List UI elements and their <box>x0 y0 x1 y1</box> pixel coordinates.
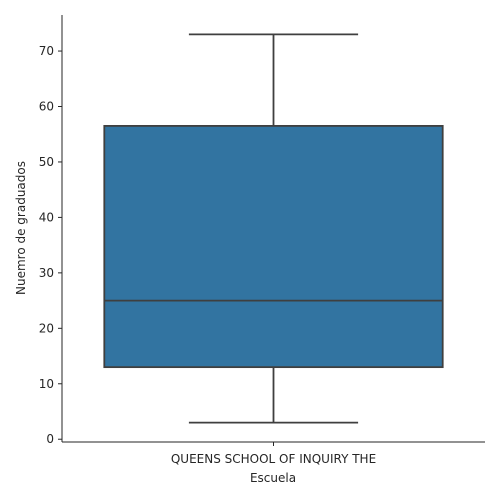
box-marks <box>103 33 444 424</box>
x-axis-ticks: QUEENS SCHOOL OF INQUIRY THE <box>171 442 376 466</box>
y-axis-ticks: 0 10 20 30 40 50 60 70 <box>39 44 62 446</box>
plot-area: 0 10 20 30 40 50 60 70 QUEENS SCHOOL OF INQUIRY… <box>39 15 485 466</box>
y-tick-label: 30 <box>39 266 54 280</box>
y-tick-label: 60 <box>39 100 54 114</box>
y-tick-label: 0 <box>46 432 54 446</box>
y-tick-label: 20 <box>39 321 54 335</box>
x-axis-label: Escuela <box>250 471 296 485</box>
box-group <box>103 33 444 424</box>
y-tick-label: 10 <box>39 377 54 391</box>
y-axis-label: Nuemro de graduados <box>14 161 28 295</box>
x-tick-label: QUEENS SCHOOL OF INQUIRY THE <box>171 452 376 466</box>
y-tick-label: 50 <box>39 155 54 169</box>
y-tick-label: 40 <box>39 210 54 224</box>
box-iqr <box>103 125 444 369</box>
y-tick-label: 70 <box>39 44 54 58</box>
